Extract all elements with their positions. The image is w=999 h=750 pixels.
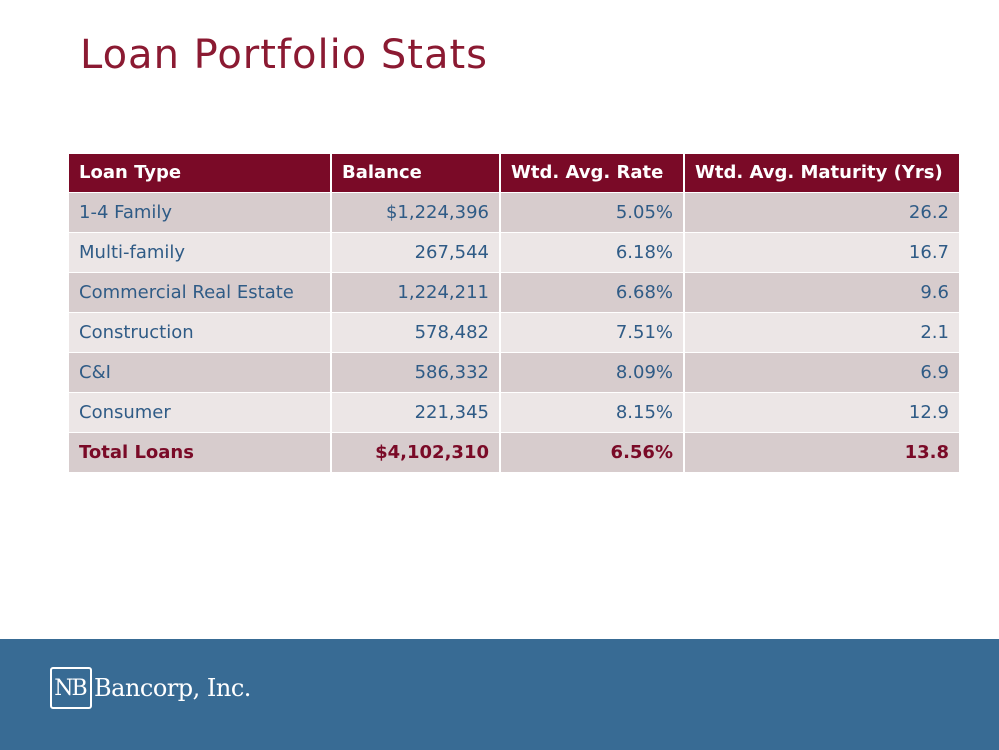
footer-band [0, 639, 999, 750]
total-balance-cell: $4,102,310 [331, 432, 501, 473]
column-header-loan-type: Loan Type [69, 154, 332, 193]
table-row: Commercial Real Estate 1,224,211 6.68% 9… [69, 272, 959, 313]
balance-cell: $1,224,396 [331, 192, 501, 233]
maturity-cell: 12.9 [684, 392, 959, 433]
page-title: Loan Portfolio Stats [80, 32, 489, 78]
maturity-cell: 6.9 [684, 352, 959, 393]
total-row: Total Loans $4,102,310 6.56% 13.8 [69, 432, 959, 473]
table-row: 1-4 Family $1,224,396 5.05% 26.2 [69, 192, 959, 233]
loan-type-cell: 1-4 Family [69, 192, 332, 233]
total-rate-cell: 6.56% [500, 432, 685, 473]
rate-cell: 6.18% [500, 232, 685, 273]
maturity-cell: 26.2 [684, 192, 959, 233]
loan-type-cell: Consumer [69, 392, 332, 433]
maturity-cell: 9.6 [684, 272, 959, 313]
rate-cell: 7.51% [500, 312, 685, 353]
rate-cell: 6.68% [500, 272, 685, 313]
column-header-rate: Wtd. Avg. Rate [500, 154, 685, 193]
column-header-balance: Balance [331, 154, 501, 193]
balance-cell: 586,332 [331, 352, 501, 393]
rate-cell: 5.05% [500, 192, 685, 233]
company-logo: NB Bancorp, Inc. [50, 667, 251, 709]
loan-type-cell: Commercial Real Estate [69, 272, 332, 313]
table-row: Construction 578,482 7.51% 2.1 [69, 312, 959, 353]
balance-cell: 221,345 [331, 392, 501, 433]
company-name: Bancorp, Inc. [94, 674, 251, 702]
total-maturity-cell: 13.8 [684, 432, 959, 473]
loan-type-cell: Multi-family [69, 232, 332, 273]
maturity-cell: 2.1 [684, 312, 959, 353]
loan-portfolio-table: Loan Type Balance Wtd. Avg. Rate Wtd. Av… [69, 154, 959, 473]
loan-type-cell: C&I [69, 352, 332, 393]
balance-cell: 578,482 [331, 312, 501, 353]
balance-cell: 267,544 [331, 232, 501, 273]
table-row: Consumer 221,345 8.15% 12.9 [69, 392, 959, 433]
rate-cell: 8.15% [500, 392, 685, 433]
column-header-maturity: Wtd. Avg. Maturity (Yrs) [684, 154, 959, 193]
table-row: C&I 586,332 8.09% 6.9 [69, 352, 959, 393]
table-header-row: Loan Type Balance Wtd. Avg. Rate Wtd. Av… [69, 154, 959, 193]
loan-type-cell: Construction [69, 312, 332, 353]
maturity-cell: 16.7 [684, 232, 959, 273]
table-row: Multi-family 267,544 6.18% 16.7 [69, 232, 959, 273]
total-label-cell: Total Loans [69, 432, 332, 473]
balance-cell: 1,224,211 [331, 272, 501, 313]
rate-cell: 8.09% [500, 352, 685, 393]
logo-mark: NB [50, 667, 92, 709]
